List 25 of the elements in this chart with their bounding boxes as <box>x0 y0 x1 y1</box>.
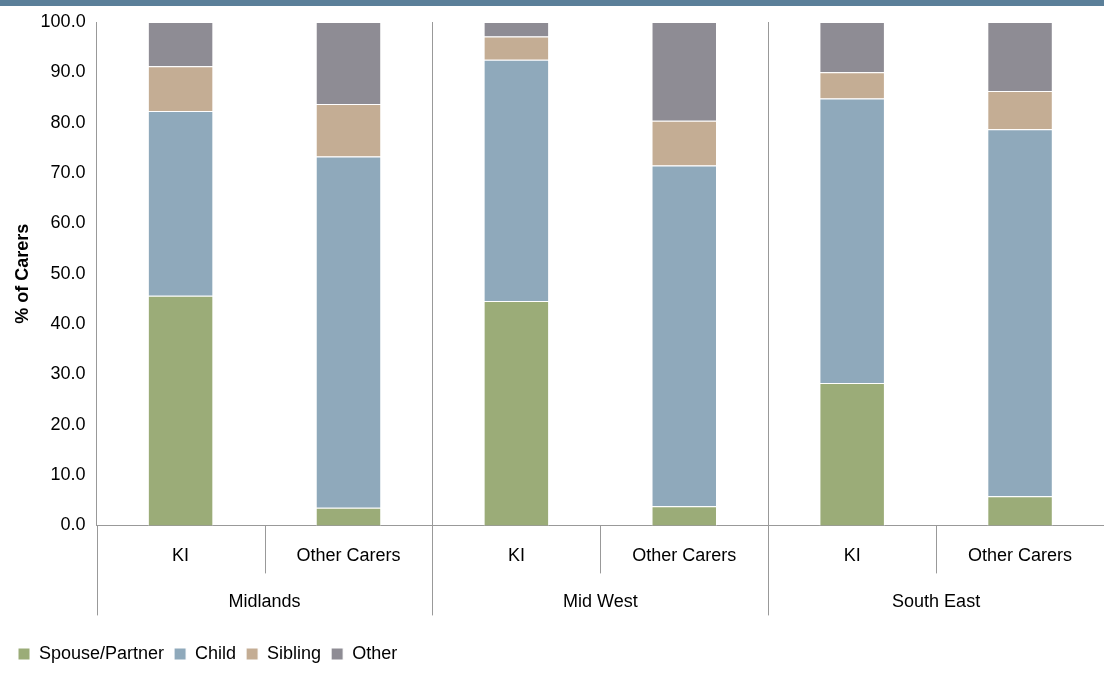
y-tick-label: 20.0 <box>50 413 86 434</box>
y-axis-title: % of Carers <box>11 223 32 324</box>
legend-label: Child <box>195 642 237 663</box>
y-tick-label: 80.0 <box>50 111 86 132</box>
y-tick-label: 10.0 <box>50 464 86 485</box>
y-tick-label: 60.0 <box>50 212 86 233</box>
text: Mid West <box>562 591 638 612</box>
x-tick-label: KI <box>172 545 190 566</box>
legend-label: Sibling <box>267 642 322 663</box>
x-tick-label: KI <box>843 545 861 566</box>
y-tick-label: 70.0 <box>50 161 86 182</box>
legend-label: Spouse/Partner <box>39 642 165 663</box>
y-tick-label: 40.0 <box>50 313 86 334</box>
y-tick-label: 90.0 <box>50 61 86 82</box>
y-tick-label: 30.0 <box>50 363 86 384</box>
legend-label: Other <box>352 642 398 663</box>
y-tick-label: 0.0 <box>60 514 86 535</box>
y-tick-label: 50.0 <box>50 262 86 283</box>
x-tick-label: KI <box>507 545 525 566</box>
x-tick-label: Other Carers <box>632 545 737 566</box>
text: Midlands <box>228 591 301 612</box>
x-tick-label: Other Carers <box>968 545 1073 566</box>
x-tick-label: Other Carers <box>296 545 401 566</box>
y-tick-label: 100.0 <box>40 10 86 31</box>
text: South East <box>892 591 981 612</box>
